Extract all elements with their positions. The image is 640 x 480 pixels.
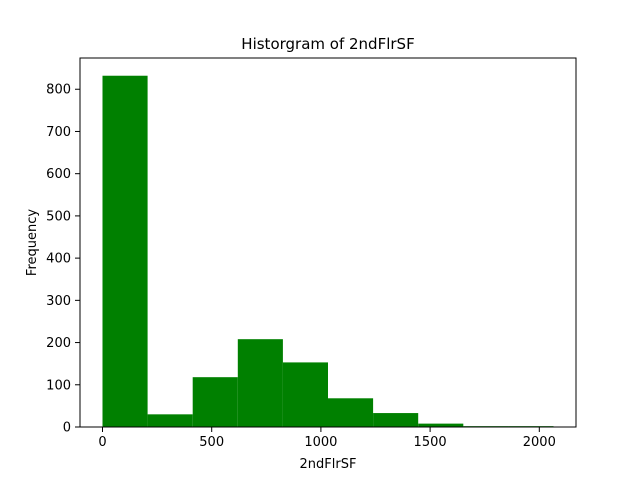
x-tick-label: 1000: [304, 435, 337, 450]
chart-title: Historgram of 2ndFlrSF: [241, 35, 414, 53]
histogram-bar: [282, 362, 328, 427]
y-tick-label: 500: [46, 209, 71, 224]
x-tick-label: 2000: [523, 435, 556, 450]
y-tick-label: 700: [46, 125, 71, 140]
histogram-bar: [237, 339, 283, 427]
y-tick-label: 600: [46, 167, 71, 182]
y-tick-label: 400: [46, 252, 71, 267]
y-tick-label: 0: [63, 421, 71, 436]
histogram-bar: [147, 414, 193, 427]
plot-frame: [79, 57, 577, 428]
y-tick-label: 300: [46, 294, 71, 309]
histogram-bar: [102, 75, 148, 427]
y-tick-label: 200: [46, 336, 71, 351]
y-tick-label: 100: [46, 378, 71, 393]
histogram-bar: [373, 413, 419, 427]
x-tick-label: 1500: [414, 435, 447, 450]
x-axis-label: 2ndFlrSF: [300, 457, 357, 472]
y-tick-label: 800: [46, 83, 71, 98]
histogram-bar: [418, 423, 464, 427]
histogram-bar: [328, 398, 374, 427]
x-axis-ticks: 0 500 1000 1500 2000: [98, 427, 556, 450]
x-tick-label: 0: [98, 435, 106, 450]
y-axis-ticks: 0 100 200 300 400 500 600 700 800: [46, 83, 80, 436]
y-axis-label: Frequency: [25, 209, 40, 276]
bars-group: [102, 75, 554, 427]
x-tick-label: 500: [199, 435, 224, 450]
histogram-bar: [192, 377, 238, 427]
